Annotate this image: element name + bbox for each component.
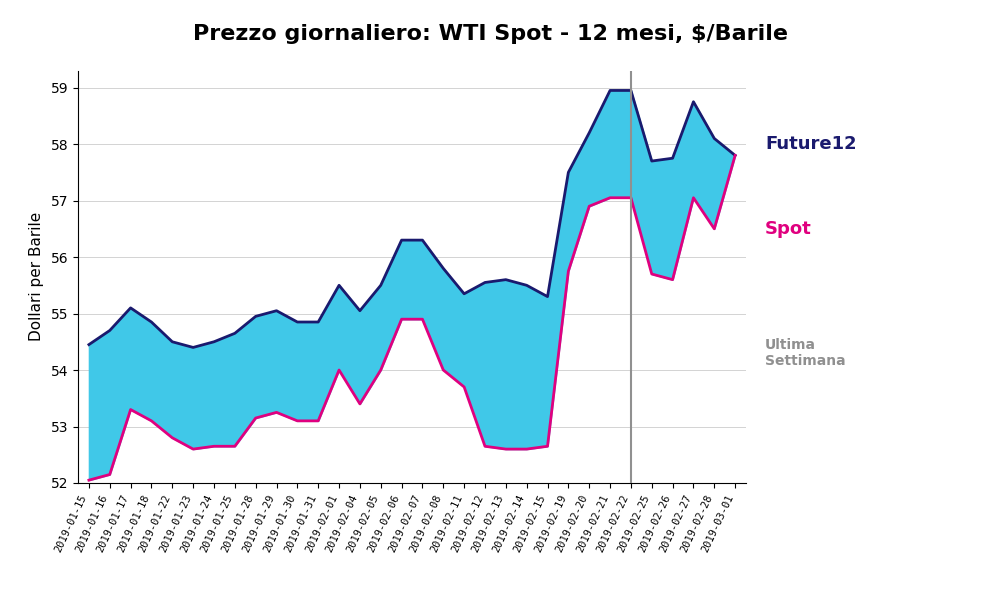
Text: Prezzo giornaliero: WTI Spot - 12 mesi, $/Barile: Prezzo giornaliero: WTI Spot - 12 mesi, … (193, 24, 788, 44)
Text: Spot: Spot (765, 220, 812, 238)
Text: Ultima
Settimana: Ultima Settimana (765, 338, 846, 368)
Y-axis label: Dollari per Barile: Dollari per Barile (29, 212, 44, 342)
Text: Future12: Future12 (765, 135, 856, 153)
